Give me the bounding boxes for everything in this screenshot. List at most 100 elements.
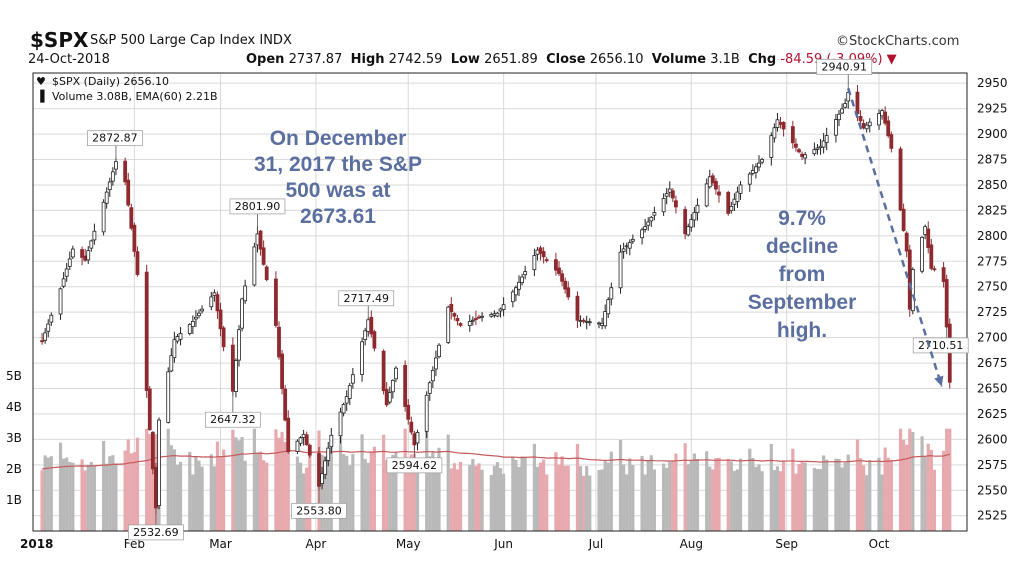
volume-bar xyxy=(711,469,715,531)
candle-body xyxy=(135,251,140,275)
volume-bar xyxy=(738,458,743,531)
x-tick-label: May xyxy=(396,537,421,551)
volume-bar xyxy=(932,469,936,531)
candle-body xyxy=(864,124,869,130)
open-label: Open xyxy=(246,52,285,67)
candle-body xyxy=(584,320,589,323)
volume-tick-label: 1B xyxy=(6,493,22,507)
candle-body xyxy=(514,287,518,296)
candle-body xyxy=(64,268,69,277)
volume-bar xyxy=(406,463,410,531)
candle-body xyxy=(750,170,755,174)
candle-body xyxy=(541,251,546,258)
volume-bar xyxy=(652,469,656,531)
candle-body xyxy=(563,280,568,290)
volume-bar xyxy=(902,439,906,531)
candle-body xyxy=(258,230,263,250)
candle-body xyxy=(652,212,657,216)
volume-bar xyxy=(920,436,924,531)
volume-bar xyxy=(855,439,860,531)
volume-bar xyxy=(111,455,115,531)
close-label: Close xyxy=(546,52,586,67)
volume-bar xyxy=(258,451,263,531)
candle-body xyxy=(581,319,586,322)
volume-bar xyxy=(231,429,235,531)
x-tick-label: Jun xyxy=(493,537,513,551)
y-tick-label: 2700 xyxy=(977,331,1008,345)
annotation-box xyxy=(204,411,261,428)
candle-body xyxy=(70,248,75,258)
candle-body xyxy=(880,110,884,117)
volume-bar xyxy=(797,464,801,531)
candle-body xyxy=(114,161,118,170)
volume-bar xyxy=(43,455,47,531)
candle-body xyxy=(603,311,608,327)
volume-tick-label: 2B xyxy=(6,462,22,476)
volume-bar xyxy=(320,454,324,531)
candle-body xyxy=(101,201,106,233)
candle-body xyxy=(686,226,691,236)
volume-bar xyxy=(600,469,604,531)
volume-bar xyxy=(948,428,952,531)
volume-bar xyxy=(818,468,823,531)
volume-bar xyxy=(80,459,84,531)
candle-body xyxy=(630,239,635,242)
candle-body xyxy=(886,120,891,137)
volume-bar xyxy=(412,453,416,531)
volume-bar xyxy=(492,465,496,531)
candle-body xyxy=(606,299,611,315)
volume-bars xyxy=(40,428,952,531)
volume-bar xyxy=(280,431,284,531)
candle-body xyxy=(932,268,937,271)
candle-body xyxy=(412,433,417,446)
candle-body xyxy=(107,181,112,191)
candle-body xyxy=(597,322,601,325)
candle-body xyxy=(621,248,626,252)
volume-bar xyxy=(126,439,130,531)
volume-bar xyxy=(437,447,441,531)
candle-body xyxy=(430,369,435,382)
volume-bar xyxy=(563,465,567,531)
volume-bar xyxy=(105,463,109,531)
volume-bar xyxy=(351,453,355,531)
candle-body xyxy=(178,333,183,340)
volume-bar xyxy=(560,456,564,531)
volume-bar xyxy=(489,474,493,531)
candle-body xyxy=(689,219,694,228)
candle-body xyxy=(280,353,284,389)
candle-body xyxy=(824,135,829,143)
volume-bar xyxy=(898,428,903,531)
volume-bar xyxy=(191,474,195,531)
volume-bar xyxy=(83,470,87,531)
candle-body xyxy=(910,269,915,312)
volume-bar xyxy=(342,454,346,531)
volume-bar xyxy=(671,461,675,531)
volume-bar xyxy=(674,453,678,531)
volume-bar xyxy=(252,428,256,531)
candle-body xyxy=(427,382,432,394)
candle-body xyxy=(40,340,44,343)
candle-body xyxy=(821,140,826,148)
volume-bar xyxy=(166,428,170,531)
volume-bar xyxy=(286,429,290,531)
volume-bar xyxy=(945,428,949,531)
candle-body xyxy=(169,355,174,372)
candle-body xyxy=(747,173,752,185)
volume-bar xyxy=(295,456,300,531)
y-tick-label: 2800 xyxy=(977,229,1008,243)
candle-body xyxy=(557,267,561,274)
candle-body xyxy=(446,306,451,343)
candle-body xyxy=(535,249,540,255)
y-tick-label: 2900 xyxy=(977,127,1008,141)
callout-decline-line: from xyxy=(779,263,826,286)
volume-bar xyxy=(446,434,450,531)
candle-body xyxy=(877,113,881,126)
candle-body xyxy=(714,180,718,190)
volume-bar xyxy=(754,466,758,531)
candle-body xyxy=(815,147,820,150)
volume-bar xyxy=(514,459,518,531)
candle-body xyxy=(757,162,761,168)
volume-bar xyxy=(135,437,140,531)
candle-body xyxy=(424,394,429,432)
volume-bar xyxy=(908,428,912,531)
